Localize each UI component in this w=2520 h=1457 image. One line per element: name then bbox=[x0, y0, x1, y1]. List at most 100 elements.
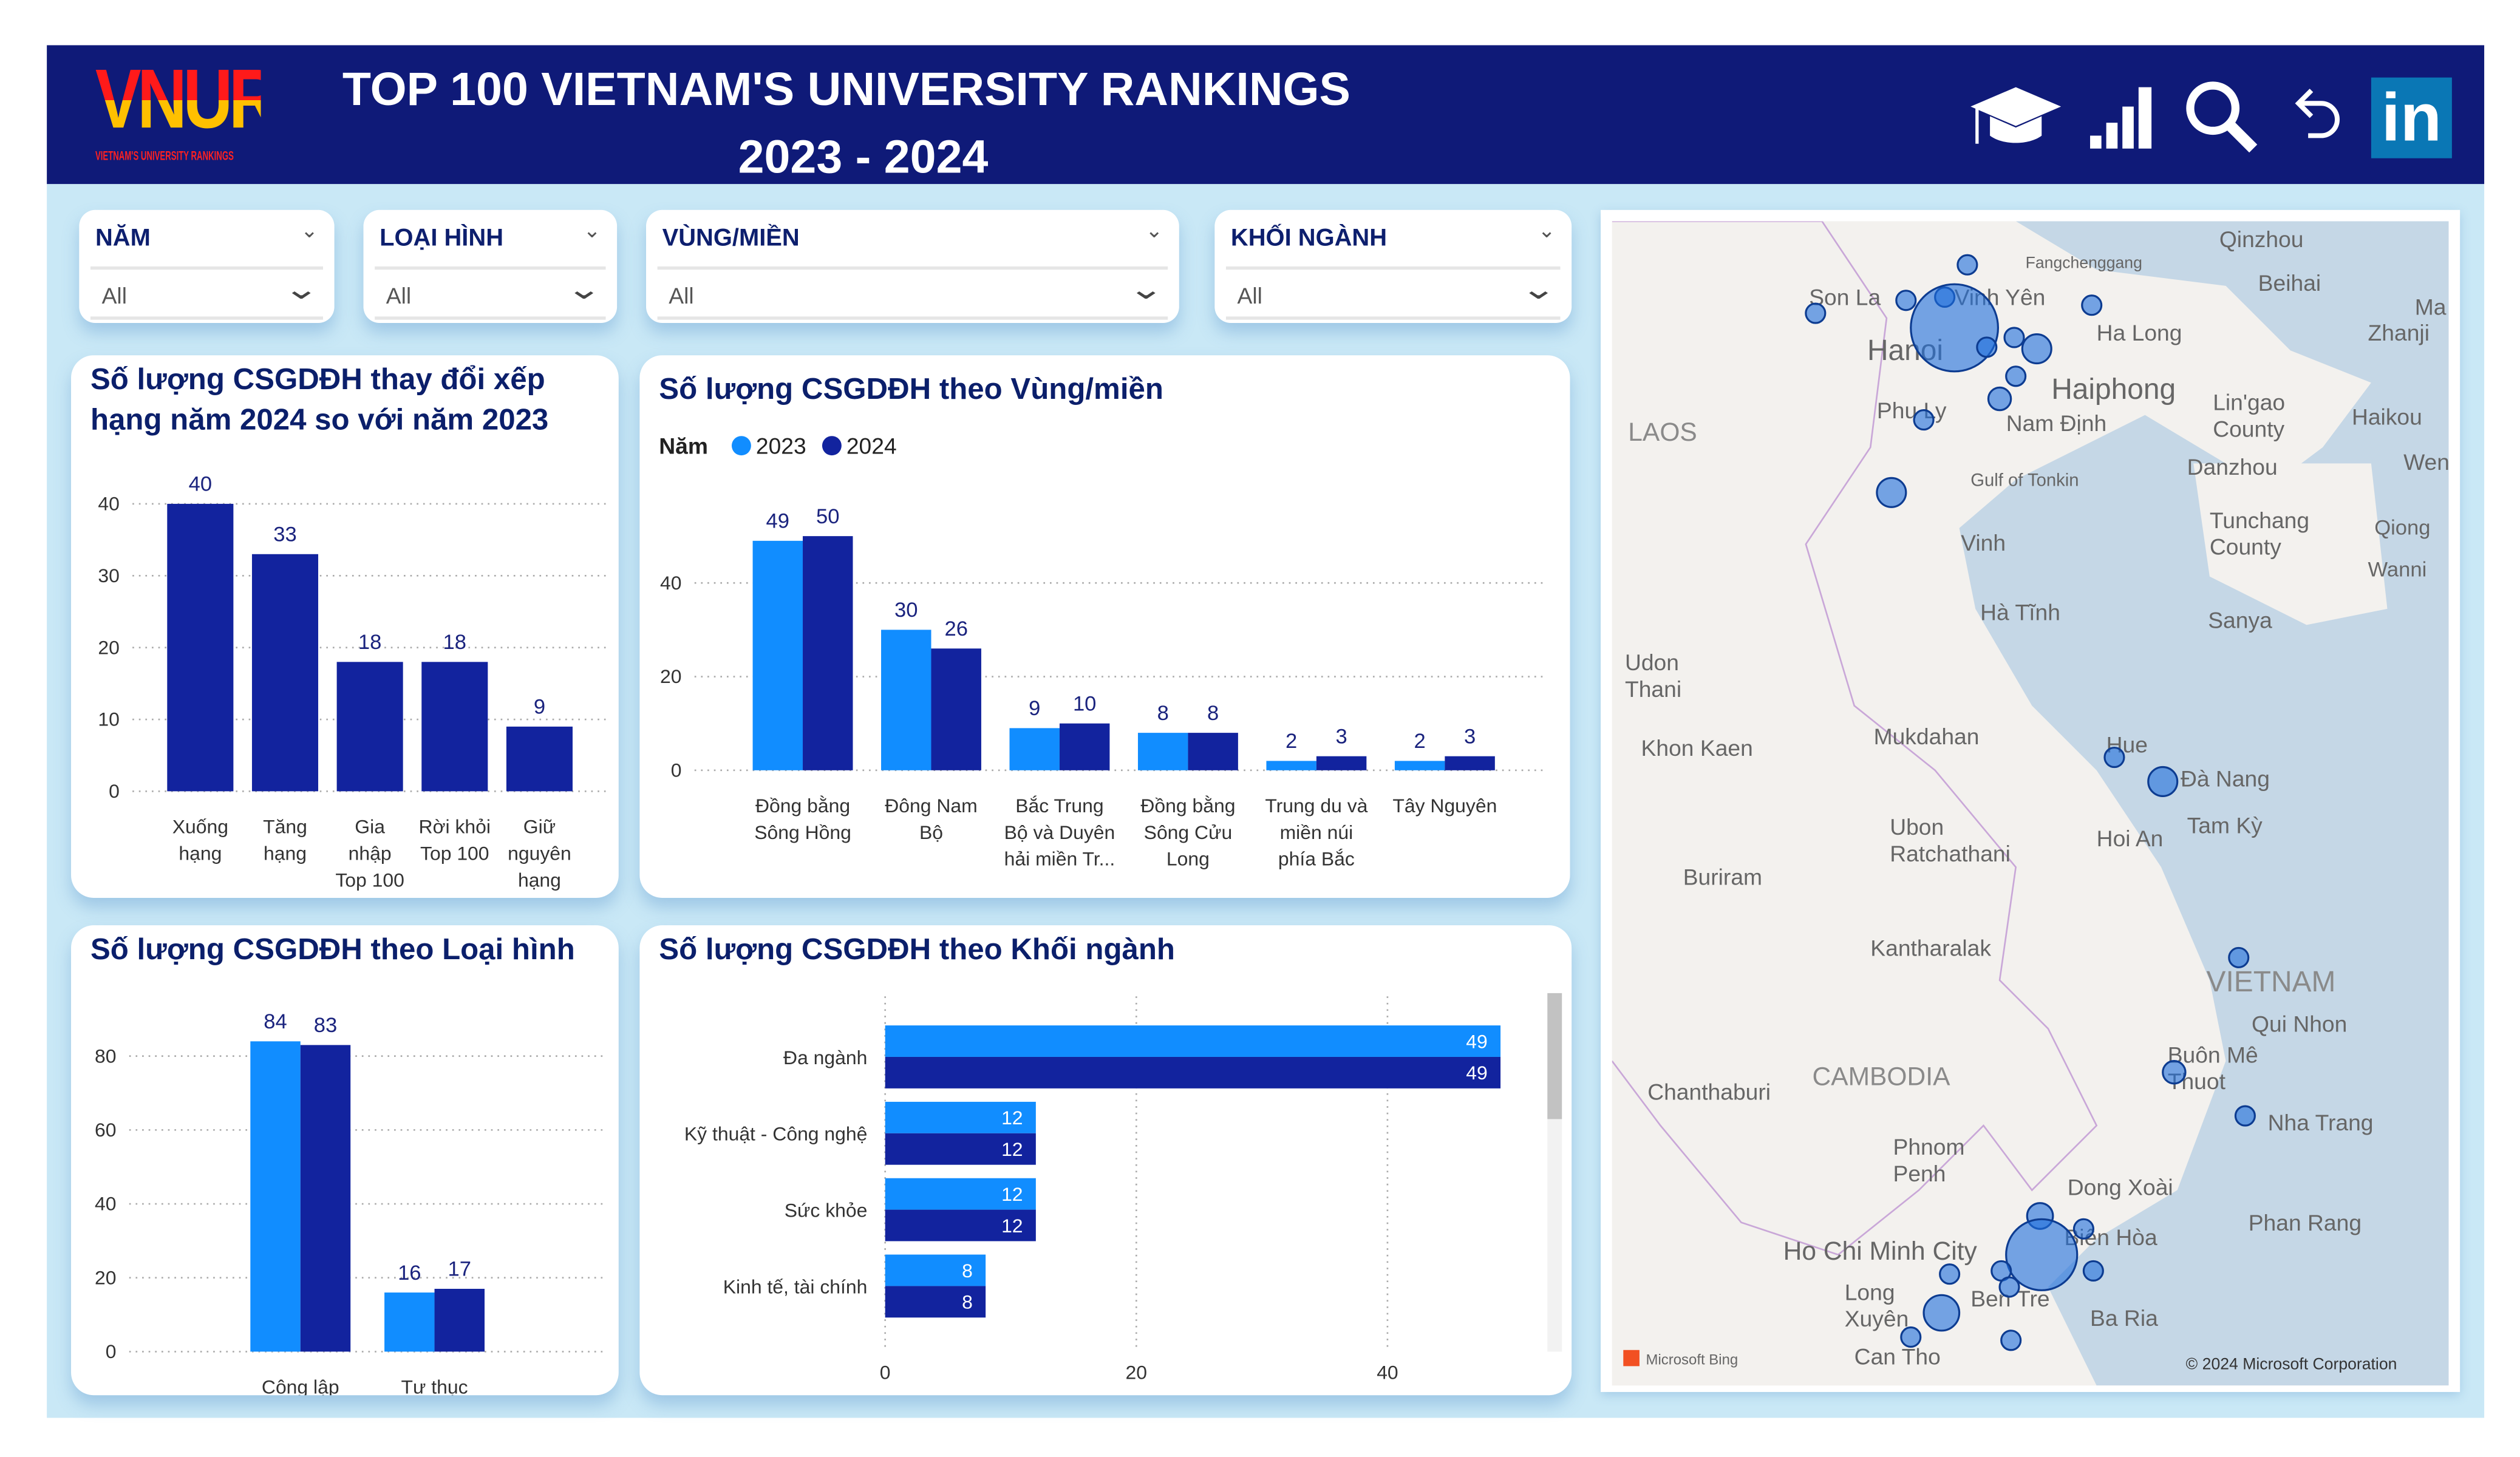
x-tick-label: Đông Nam Bộ bbox=[885, 795, 978, 843]
y-tick-label: 40 bbox=[95, 1193, 117, 1215]
data-label: 49 bbox=[1466, 1030, 1487, 1052]
chart-region-plot: 0 20 40 49 50 Đồng bằng Sông Hồng 30 26 Đông Nam B… bbox=[659, 433, 1548, 870]
map-label: Mukdahan bbox=[1874, 724, 1980, 749]
data-label: 12 bbox=[1001, 1138, 1023, 1160]
map-label: Beihai bbox=[2258, 270, 2321, 296]
x-tick-label: Rời khỏi Top 100 bbox=[419, 816, 491, 864]
map-bubble bbox=[2162, 1060, 2187, 1085]
legend-marker bbox=[822, 436, 842, 456]
slicer-loai-hinh-dropdown[interactable]: All ⌄ bbox=[375, 266, 606, 320]
x-tick-label: 40 bbox=[1377, 1362, 1398, 1384]
slicer-vung-mien[interactable]: VÙNG/MIỀN ⌄ All ⌄ bbox=[646, 209, 1179, 323]
data-label: 49 bbox=[766, 510, 789, 533]
map-bubble bbox=[2021, 333, 2052, 365]
search-icon[interactable] bbox=[2182, 74, 2263, 158]
data-label: 30 bbox=[894, 599, 918, 622]
page-title: TOP 100 VIETNAM'S UNIVERSITY RANKINGS bbox=[342, 64, 1351, 117]
map-bubble bbox=[1956, 254, 1978, 276]
bar bbox=[421, 662, 488, 792]
attribution-copyright: © 2024 Microsoft Corporation bbox=[2186, 1355, 2397, 1373]
data-label: 8 bbox=[962, 1260, 973, 1282]
map-label: Wen bbox=[2403, 449, 2448, 475]
bar bbox=[336, 662, 403, 792]
x-tick-label: Tư thục bbox=[401, 1376, 468, 1396]
data-label: 33 bbox=[273, 523, 296, 546]
chevron-down-icon[interactable]: ⌄ bbox=[583, 219, 601, 244]
y-tick-label: 30 bbox=[98, 565, 120, 586]
bar bbox=[1009, 728, 1060, 770]
map-label: Zhanji bbox=[2368, 320, 2430, 345]
map-label: Udon Thani bbox=[1625, 650, 1681, 702]
map-bubble bbox=[1922, 1294, 1961, 1332]
bar bbox=[885, 1025, 1501, 1057]
bar bbox=[1266, 761, 1316, 770]
bar bbox=[434, 1288, 485, 1352]
graduation-cap-icon[interactable] bbox=[1966, 74, 2066, 158]
map-bubble bbox=[2147, 766, 2179, 797]
chevron-down-icon: ⌄ bbox=[565, 273, 602, 307]
map-label: Hoi An bbox=[2097, 826, 2164, 851]
chevron-down-icon[interactable]: ⌄ bbox=[1538, 219, 1556, 244]
map-label: Ma bbox=[2415, 294, 2447, 320]
scrollbar-track[interactable] bbox=[1547, 993, 1562, 1352]
map-label: LAOS bbox=[1628, 418, 1697, 447]
chevron-down-icon[interactable]: ⌄ bbox=[301, 219, 319, 244]
chevron-down-icon[interactable]: ⌄ bbox=[1145, 219, 1163, 244]
data-label: 2 bbox=[1414, 730, 1426, 753]
map-label: Qinzhou bbox=[2219, 226, 2304, 252]
scrollbar-thumb[interactable] bbox=[1547, 993, 1562, 1119]
bar-chart-icon[interactable] bbox=[2085, 74, 2159, 158]
slicer-vung-mien-dropdown[interactable]: All ⌄ bbox=[657, 266, 1168, 320]
bar bbox=[885, 1056, 1501, 1089]
map-label: Wanni bbox=[2368, 559, 2427, 582]
y-tick-label: 80 bbox=[95, 1045, 117, 1067]
data-label: 2 bbox=[1286, 730, 1297, 753]
bar bbox=[885, 1101, 1036, 1133]
y-tick-label: 60 bbox=[95, 1119, 117, 1141]
map-label: Tunchang County bbox=[2210, 508, 2309, 560]
header-bar: VNUR VIETNAM'S UNIVERSITY RANKINGS TOP 10… bbox=[47, 45, 2485, 184]
map-bubble bbox=[1987, 386, 2012, 412]
map-label: Chanthaburi bbox=[1647, 1079, 1771, 1104]
x-tick-label: Tăng hạng bbox=[263, 816, 307, 864]
bar bbox=[1059, 723, 1110, 770]
chevron-down-icon: ⌄ bbox=[1128, 273, 1165, 307]
y-tick-label: 20 bbox=[95, 1266, 117, 1288]
map-label: VIETNAM bbox=[2207, 966, 2336, 998]
data-label: 49 bbox=[1466, 1062, 1487, 1084]
data-label: 50 bbox=[816, 505, 839, 528]
data-label: 8 bbox=[962, 1291, 973, 1313]
x-tick-label: Tây Nguyên bbox=[1392, 795, 1497, 817]
y-tick-label: 40 bbox=[660, 572, 682, 594]
slicer-khoi-nganh[interactable]: KHỐI NGÀNH ⌄ All ⌄ bbox=[1214, 209, 1572, 323]
map-label: Khon Kaen bbox=[1641, 735, 1753, 761]
map-bubble bbox=[2005, 365, 2027, 387]
data-label: 3 bbox=[1336, 725, 1347, 748]
map[interactable]: Fangchenggang Beihai Son La Vinh Yên Hanoi Ha… bbox=[1612, 221, 2449, 1386]
map-bubble bbox=[2000, 1330, 2022, 1351]
map-label: Ha Long bbox=[2097, 320, 2182, 345]
map-bubble bbox=[1876, 477, 1907, 508]
slicer-loai-hinh[interactable]: LOẠI HÌNH ⌄ All ⌄ bbox=[363, 209, 618, 323]
map-bubble bbox=[1976, 336, 1998, 358]
data-label: 16 bbox=[398, 1262, 421, 1285]
chart-ranking-change-plot: 0 10 20 30 40 40 Xuống hạng 33 Tăng hạng 18 Gia nhập T… bbox=[98, 473, 608, 891]
undo-icon[interactable] bbox=[2283, 74, 2347, 158]
map-label: Sanya bbox=[2208, 608, 2272, 633]
map-bubble bbox=[1900, 1326, 1922, 1348]
slicer-nam-dropdown[interactable]: All ⌄ bbox=[90, 266, 323, 320]
bar bbox=[752, 540, 803, 770]
border-line bbox=[1612, 221, 2098, 1256]
map-label: Buôn Mê Thuot bbox=[2168, 1042, 2258, 1094]
map-label: Long Xuyên bbox=[1845, 1279, 1909, 1331]
map-label: Ubon Ratchathani bbox=[1890, 814, 2011, 866]
data-label: 12 bbox=[1001, 1215, 1023, 1237]
slicer-nam[interactable]: NĂM ⌄ All ⌄ bbox=[79, 209, 335, 323]
y-tick-label: Sức khỏe bbox=[785, 1200, 868, 1221]
slicer-khoi-nganh-dropdown[interactable]: All ⌄ bbox=[1225, 266, 1561, 320]
chart-type-plot: 0 20 40 60 80 84 83 Công lập 16 17 Tư thục bbox=[95, 1010, 604, 1396]
linkedin-icon[interactable]: in bbox=[2371, 77, 2452, 158]
chart-field: Số lượng CSGDĐH theo Khối ngành 0 20 40 49 49… bbox=[639, 925, 1572, 1396]
